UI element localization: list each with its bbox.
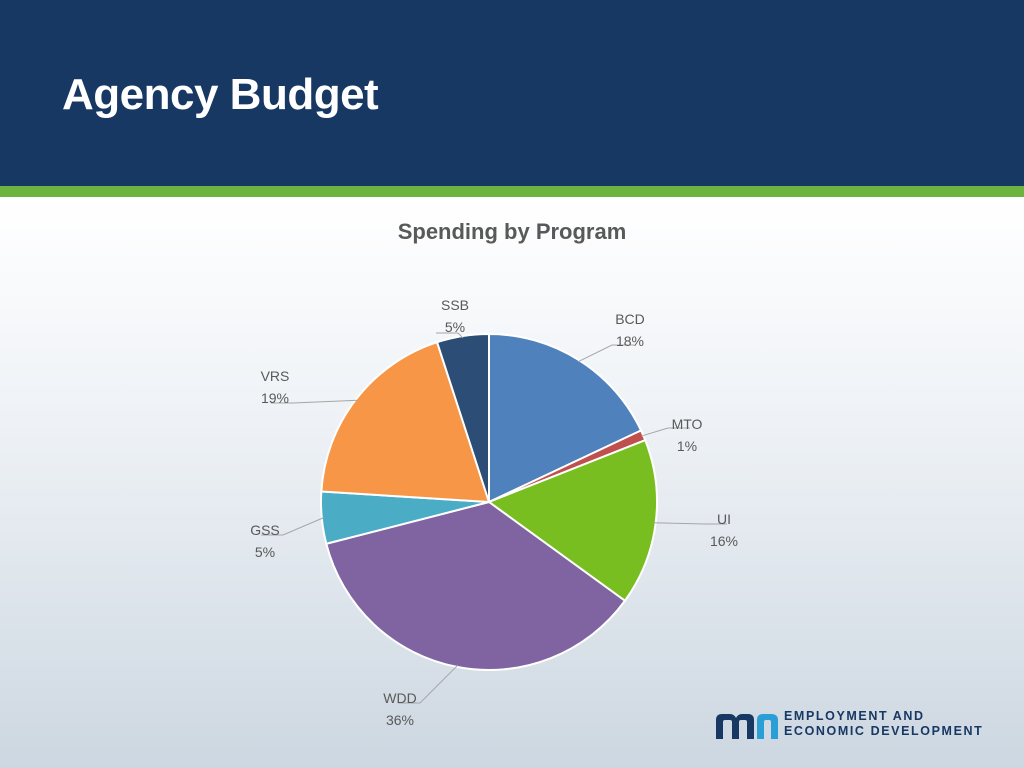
pie-slice-bcd <box>488 332 643 504</box>
slice-percent-label: 1% <box>676 438 698 454</box>
leader-line-gss <box>261 517 324 536</box>
data-label-bcd: BCD 18% <box>600 308 660 352</box>
data-label-mto: MTO 1% <box>657 413 717 457</box>
mn-logo-icon <box>716 714 778 739</box>
slice-name-label: WDD <box>383 690 417 706</box>
pie-slice-vrs <box>320 340 491 504</box>
slice-name-label: VRS <box>260 368 290 384</box>
accent-bar <box>0 186 1024 197</box>
slice-name-label: MTO <box>671 416 703 432</box>
pie-slice-wdd <box>325 500 627 671</box>
leader-line-ui <box>653 522 727 525</box>
slice-name-label: BCD <box>615 311 645 327</box>
slice-name-label: SSB <box>440 297 469 313</box>
data-label-ssb: SSB 5% <box>425 294 485 338</box>
page-title: Agency Budget <box>62 70 379 119</box>
slice-name-label: UI <box>717 511 731 527</box>
deed-logo: EMPLOYMENT AND ECONOMIC DEVELOPMENT <box>714 708 1004 744</box>
logo-line-2: ECONOMIC DEVELOPMENT <box>784 724 984 738</box>
slice-percent-label: 16% <box>709 533 739 549</box>
chart-title: Spending by Program <box>397 219 627 244</box>
slice-percent-label: 5% <box>444 319 466 335</box>
leader-line-ssb <box>436 332 464 339</box>
slide-header: Agency Budget <box>0 0 1024 186</box>
pie-slice-ssb <box>435 332 490 503</box>
data-label-gss: GSS 5% <box>235 519 295 563</box>
leader-line-vrs <box>271 399 358 404</box>
slice-percent-label: 5% <box>254 544 276 560</box>
leader-line-bcd <box>577 344 634 363</box>
slice-name-label: GSS <box>250 522 280 538</box>
slice-percent-label: 18% <box>615 333 645 349</box>
data-label-ui: UI 16% <box>694 508 754 552</box>
leader-line-mto <box>641 427 690 437</box>
data-label-vrs: VRS 19% <box>245 365 305 409</box>
logo-text: EMPLOYMENT AND ECONOMIC DEVELOPMENT <box>784 709 983 739</box>
slice-percent-label: 19% <box>260 390 290 406</box>
slice-percent-label: 36% <box>385 712 415 728</box>
data-label-wdd: WDD 36% <box>370 687 430 731</box>
leader-line-wdd <box>398 664 459 704</box>
logo-line-1: EMPLOYMENT AND <box>784 709 925 723</box>
